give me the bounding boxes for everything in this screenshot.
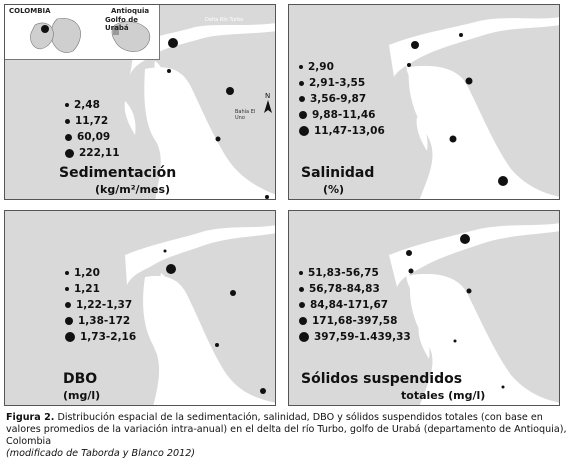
site-dot — [465, 77, 473, 85]
panel-unit: (mg/l) — [63, 389, 101, 402]
legend-dot — [299, 332, 309, 342]
legend-item: 171,68-397,58 — [299, 313, 411, 329]
legend-item: 2,90 — [299, 59, 385, 75]
legend-item: 3,56-9,87 — [299, 91, 385, 107]
panel-dbo: 1,20 1,21 1,22-1,37 1,38-172 1,73-2,16 D… — [4, 210, 276, 406]
legend-dot — [65, 133, 72, 141]
map-solidos — [389, 223, 559, 405]
site-dot — [501, 385, 505, 389]
panel-solidos: 51,83-56,75 56,78-84,83 84,84-171,67 171… — [288, 210, 560, 406]
site-dot — [260, 388, 266, 394]
caption-text: Distribución espacial de la sedimentació… — [6, 412, 567, 447]
legend-item: 60,09 — [65, 129, 120, 145]
panel-unit: (%) — [323, 183, 345, 196]
legend-item: 1,21 — [65, 281, 136, 297]
site-dot — [460, 234, 470, 244]
legend-dot — [65, 148, 74, 158]
legend-item: 11,47-13,06 — [299, 123, 385, 139]
panel-salinidad: 2,90 2,91-3,55 3,56-9,87 9,88-11,46 11,4… — [288, 4, 560, 200]
site-dot — [407, 63, 411, 67]
legend-item: 2,48 — [65, 97, 120, 113]
dots-solidos — [406, 234, 505, 389]
dots-salinidad — [407, 33, 508, 186]
site-dot — [226, 87, 234, 95]
legend-dot — [299, 271, 303, 275]
figure-caption: Figura 2. Distribución espacial de la se… — [6, 412, 576, 460]
legend-dot — [299, 80, 304, 86]
panel-sedimentacion: COLOMBIA Antioquia Golfo de Urabá Delta … — [4, 4, 276, 200]
legend-dot — [65, 302, 71, 308]
panel-unit: totales (mg/l) — [401, 389, 486, 402]
legend-dot — [299, 317, 307, 325]
legend-dot — [65, 103, 69, 107]
legend-dot — [65, 287, 69, 291]
site-dot — [215, 343, 219, 347]
inset-gulf-label: Golfo de Urabá — [105, 16, 139, 32]
map-dbo — [125, 225, 275, 405]
colombia-map — [30, 17, 81, 53]
inset-antioquia: Antioquia Golfo de Urabá — [99, 5, 160, 60]
legend-item: 2,91-3,55 — [299, 75, 385, 91]
panel-title: Salinidad — [301, 165, 375, 181]
legend-salinidad: 2,90 2,91-3,55 3,56-9,87 9,88-11,46 11,4… — [299, 59, 385, 139]
site-dot — [163, 249, 167, 253]
legend-solidos: 51,83-56,75 56,78-84,83 84,84-171,67 171… — [299, 265, 411, 345]
legend-dot — [65, 118, 70, 124]
legend-item: 222,11 — [65, 145, 120, 161]
site-dot — [411, 41, 419, 49]
legend-dot — [65, 271, 69, 275]
site-dot — [466, 288, 472, 294]
inset-colombia: COLOMBIA — [5, 5, 100, 60]
legend-dot — [299, 286, 304, 292]
legend-dbo: 1,20 1,21 1,22-1,37 1,38-172 1,73-2,16 — [65, 265, 136, 345]
site-dot — [168, 38, 178, 48]
legend-dot — [299, 302, 305, 308]
inset-department-label: Antioquia — [111, 7, 150, 15]
caption-source: (modificado de Taborda y Blanco 2012) — [6, 448, 196, 459]
site-dot — [408, 268, 414, 274]
legend-item: 9,88-11,46 — [299, 107, 385, 123]
dots-dbo — [163, 249, 266, 394]
site-dot — [453, 339, 457, 343]
legend-item: 1,20 — [65, 265, 136, 281]
site-dot — [265, 195, 269, 199]
panel-title: Sedimentación — [59, 165, 177, 181]
site-dot — [230, 290, 236, 296]
legend-item: 1,73-2,16 — [65, 329, 136, 345]
site-dot — [449, 135, 457, 143]
legend-item: 1,22-1,37 — [65, 297, 136, 313]
caption-label: Figura 2. — [6, 412, 55, 423]
site-dot — [166, 264, 176, 274]
north-label: N — [265, 92, 270, 100]
panel-title: DBO — [63, 371, 98, 387]
legend-item: 84,84-171,67 — [299, 297, 411, 313]
site-dot — [167, 69, 171, 73]
site-dot — [215, 136, 221, 142]
legend-sedimentacion: 2,48 11,72 60,09 222,11 — [65, 97, 120, 161]
dots-sedimentacion — [167, 38, 269, 199]
legend-item: 397,59-1.439,33 — [299, 329, 411, 345]
legend-dot — [299, 96, 305, 102]
antioquia-map — [111, 21, 151, 52]
legend-item: 11,72 — [65, 113, 120, 129]
panel-unit: (kg/m²/mes) — [95, 183, 171, 196]
river-label: Delta Río Turbo — [205, 17, 244, 23]
map-salinidad — [389, 17, 559, 199]
legend-item: 1,38-172 — [65, 313, 136, 329]
map-sedimentacion — [124, 23, 275, 199]
panel-title: Sólidos suspendidos — [301, 371, 463, 387]
legend-dot — [65, 332, 75, 342]
legend-item: 51,83-56,75 — [299, 265, 411, 281]
site-dot — [459, 33, 463, 37]
inset-country-label: COLOMBIA — [9, 7, 51, 15]
legend-item: 56,78-84,83 — [299, 281, 411, 297]
legend-dot — [65, 317, 73, 325]
legend-dot — [299, 111, 307, 119]
bay-label: Bahía El Uno — [235, 109, 256, 121]
site-dot — [498, 176, 508, 186]
site-dot — [406, 250, 412, 256]
legend-dot — [299, 126, 309, 136]
legend-dot — [299, 65, 303, 69]
north-arrow-icon: N — [264, 92, 272, 113]
